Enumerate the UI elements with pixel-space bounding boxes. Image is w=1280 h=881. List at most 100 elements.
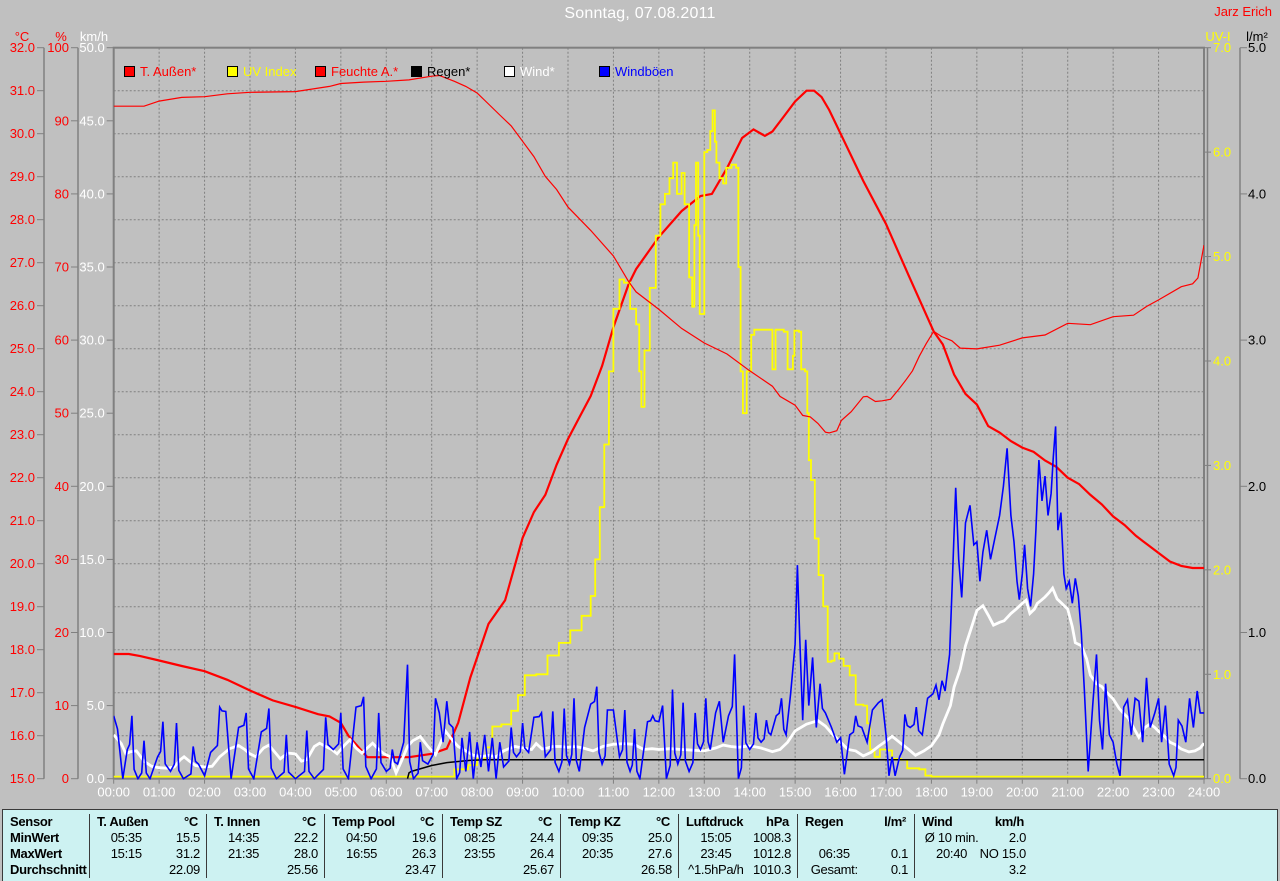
tick-label-rain: 4.0: [1248, 186, 1266, 201]
table-cell-tempkz-min: 09:35 25.0: [560, 830, 678, 846]
table-cell-temppool-min: 04:50 19.6: [324, 830, 442, 846]
table-value-number: 3.2: [1008, 862, 1026, 877]
table-col-unit-tempkz: °C: [656, 814, 670, 829]
x-tick-label: 11:00: [598, 785, 630, 800]
table-value-number: 23.47: [404, 862, 436, 877]
table-value-number: 1010.3: [753, 862, 791, 877]
x-tick-label: 14:00: [733, 785, 766, 800]
table-cell-regen-max: 06:35 0.1: [797, 846, 914, 862]
legend-item-regen-: Regen*: [411, 64, 471, 79]
table-col-unit-regen: l/m²: [884, 814, 906, 829]
tick-label-humidity: 80: [55, 186, 69, 201]
x-tick-label: 15:00: [779, 785, 812, 800]
x-tick-label: 04:00: [279, 785, 312, 800]
tick-label-temp: 18.0: [10, 642, 35, 657]
table-row-label-durchschnitt: Durchschnitt: [3, 862, 89, 878]
tick-label-wind: 30.0: [79, 333, 104, 348]
table-value-number: 0.1: [890, 862, 908, 877]
legend-item-uv-index: UV Index: [227, 64, 297, 79]
table-cell-wind-max: 20:40 NO 15.0: [914, 846, 1277, 862]
table-value-time: 06:35: [818, 846, 850, 861]
x-tick-label: 22:00: [1097, 785, 1130, 800]
tick-label-temp: 28.0: [10, 212, 35, 227]
table-cell-luftdruck-avg: ^1.5hPa/h 1010.3: [678, 862, 797, 878]
table-value-time: 08:25: [464, 830, 496, 845]
table-value-number: 25.56: [286, 862, 318, 877]
table-cell-taussen-avg: 22.09: [89, 862, 206, 878]
table-col-unit-tempsz: °C: [538, 814, 552, 829]
table-value-number: 2.0: [1008, 830, 1026, 845]
legend-label: T. Außen*: [140, 64, 197, 79]
legend-item-t-au-en-: T. Außen*: [124, 64, 197, 79]
tick-label-humidity: 90: [55, 113, 69, 128]
table-row-label-text: MaxWert: [10, 846, 62, 861]
table-value-time: ^1.5hPa/h: [688, 862, 744, 877]
tick-label-wind: 15.0: [79, 552, 104, 567]
tick-label-wind: 0.0: [87, 771, 105, 786]
table-cell-tinnen-header: T. Innen °C: [206, 814, 324, 830]
table-cell-tempkz-header: Temp KZ °C: [560, 814, 678, 830]
legend-color-swatch: [124, 66, 135, 77]
x-tick-label: 16:00: [824, 785, 857, 800]
table-col-name-luftdruck: Luftdruck: [686, 814, 744, 829]
table-cell-taussen-header: T. Außen °C: [89, 814, 206, 830]
table-value-number: 31.2: [175, 846, 200, 861]
table-col-name-tempsz: Temp SZ: [450, 814, 502, 829]
tick-label-temp: 23.0: [10, 427, 35, 442]
tick-label-temp: 19.0: [10, 599, 35, 614]
table-row-label-maxwert: MaxWert: [3, 846, 89, 862]
tick-label-rain: 5.0: [1248, 40, 1266, 55]
table-cell-temppool-max: 16:55 26.3: [324, 846, 442, 862]
series-feuchte-a-: [113, 74, 1205, 434]
tick-label-temp: 31.0: [10, 83, 35, 98]
tick-label-temp: 16.0: [10, 728, 35, 743]
tick-label-humidity: 30: [55, 552, 69, 567]
table-value-time: 05:35: [110, 830, 142, 845]
tick-label-humidity: 60: [55, 333, 69, 348]
table-value-number: 28.0: [293, 846, 318, 861]
x-tick-label: 07:00: [415, 785, 448, 800]
table-cell-tempsz-max: 23:55 26.4: [442, 846, 560, 862]
legend-color-swatch: [227, 66, 238, 77]
tick-label-temp: 30.0: [10, 126, 35, 141]
table-col-name-wind: Wind: [922, 814, 953, 829]
table-col-unit-tinnen: °C: [302, 814, 316, 829]
table-cell-regen-header: Regen l/m²: [797, 814, 914, 830]
table-col-name-regen: Regen: [805, 814, 844, 829]
tick-label-humidity: 70: [55, 260, 69, 275]
table-value-time: 20:40: [936, 846, 968, 861]
legend-label: Regen*: [427, 64, 471, 79]
table-col-unit-wind: km/h: [994, 814, 1024, 829]
table-value-time: 20:35: [582, 846, 614, 861]
legend-color-swatch: [315, 66, 326, 77]
x-tick-label: 05:00: [325, 785, 358, 800]
table-cell-tempkz-avg: 26.58: [560, 862, 678, 878]
table-value-number: 25.67: [522, 862, 554, 877]
table-value-time: 23:55: [464, 846, 496, 861]
legend-item-feuchte-a-: Feuchte A.*: [315, 64, 399, 79]
x-tick-label: 08:00: [461, 785, 494, 800]
tick-label-rain: 0.0: [1248, 771, 1266, 786]
axis-header-humidity: %: [55, 29, 67, 44]
tick-label-humidity: 20: [55, 625, 69, 640]
page-title: Sonntag, 07.08.2011: [564, 5, 716, 22]
table-value-number: 22.09: [168, 862, 200, 877]
table-cell-wind-avg: 3.2: [914, 862, 1277, 878]
day-chart: 15.0 16.0 17.0 18.0 19.0 20.0 21.0 22.0 23.0 24.0…: [10, 40, 1266, 800]
tick-label-rain: 2.0: [1248, 479, 1266, 494]
table-value-number: 22.2: [293, 830, 318, 845]
table-col-name-taussen: T. Außen: [97, 814, 149, 829]
table-col-unit-taussen: °C: [184, 814, 198, 829]
table-value-time: 21:35: [228, 846, 260, 861]
table-row-label-minwert: MinWert: [3, 830, 89, 846]
legend-label: UV Index: [243, 64, 297, 79]
tick-label-temp: 29.0: [10, 169, 35, 184]
x-tick-label: 01:00: [143, 785, 176, 800]
tick-label-humidity: 10: [55, 698, 69, 713]
table-col-name-temppool: Temp Pool: [332, 814, 395, 829]
tick-label-uv: 5.0: [1213, 249, 1231, 264]
tick-label-wind: 20.0: [79, 479, 104, 494]
x-tick-label: 12:00: [643, 785, 676, 800]
legend-label: Feuchte A.*: [331, 64, 399, 79]
table-row-label-text: Sensor: [10, 814, 53, 829]
